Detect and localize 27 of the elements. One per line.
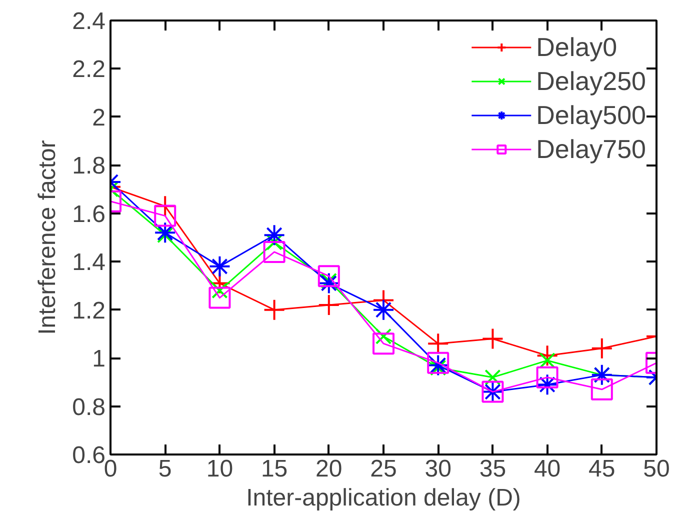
x-tick-label: 30 — [424, 456, 452, 482]
y-tick-label: 1.2 — [72, 297, 106, 324]
y-tick-label: 1.6 — [72, 200, 106, 228]
y-tick-label: 0.6 — [72, 442, 106, 469]
x-tick-label: 20 — [316, 456, 342, 482]
y-tick-label: 1.4 — [72, 249, 106, 276]
x-tick-label: 5 — [158, 456, 172, 482]
x-tick-label: 0 — [104, 456, 118, 482]
x-tick-label: 50 — [643, 456, 670, 482]
y-tick-label: 0.8 — [72, 394, 106, 421]
y-tick-label: 2.4 — [72, 8, 106, 35]
y-tick-label: 1.8 — [72, 152, 106, 180]
y-axis-title: Interference factor — [34, 140, 62, 335]
y-tick-label: 2 — [92, 104, 106, 132]
x-tick-label: 25 — [370, 456, 397, 482]
x-axis-title: Inter-application delay (D) — [246, 484, 521, 512]
x-tick-label: 10 — [206, 456, 234, 482]
legend-label: Delay0 — [536, 30, 618, 64]
legend-label: Delay250 — [536, 64, 646, 98]
y-tick-label: 2.2 — [72, 56, 106, 84]
legend-label: Delay750 — [536, 132, 646, 166]
x-tick-label: 40 — [534, 456, 561, 482]
x-tick-label: 15 — [260, 456, 288, 482]
legend-label: Delay500 — [536, 98, 646, 132]
x-tick-label: 45 — [588, 456, 616, 482]
x-tick-label: 35 — [479, 456, 506, 482]
y-tick-label: 1 — [92, 346, 106, 373]
